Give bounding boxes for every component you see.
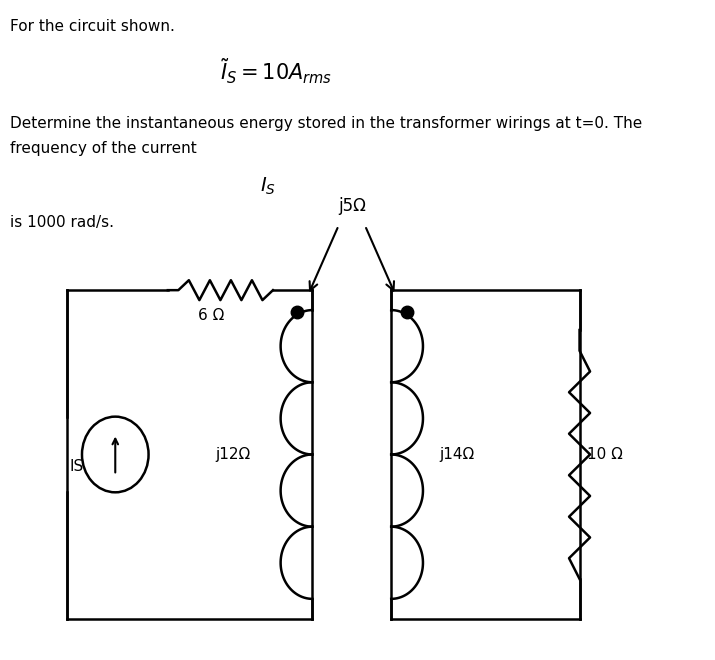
Text: For the circuit shown.: For the circuit shown. (10, 19, 175, 34)
Text: j5Ω: j5Ω (338, 197, 366, 215)
Text: Determine the instantaneous energy stored in the transformer wirings at t=0. The: Determine the instantaneous energy store… (10, 116, 642, 131)
Text: j12Ω: j12Ω (216, 447, 251, 462)
Text: frequency of the current: frequency of the current (10, 141, 197, 156)
Text: IS: IS (70, 459, 84, 475)
Text: is 1000 rad/s.: is 1000 rad/s. (10, 215, 114, 230)
Text: j14Ω: j14Ω (440, 447, 475, 462)
Text: $\tilde{I}_S = 10A_{rms}$: $\tilde{I}_S = 10A_{rms}$ (220, 56, 332, 86)
Text: 10 Ω: 10 Ω (586, 447, 623, 462)
Text: $I_S$: $I_S$ (260, 176, 276, 197)
Text: 6 Ω: 6 Ω (199, 308, 225, 323)
